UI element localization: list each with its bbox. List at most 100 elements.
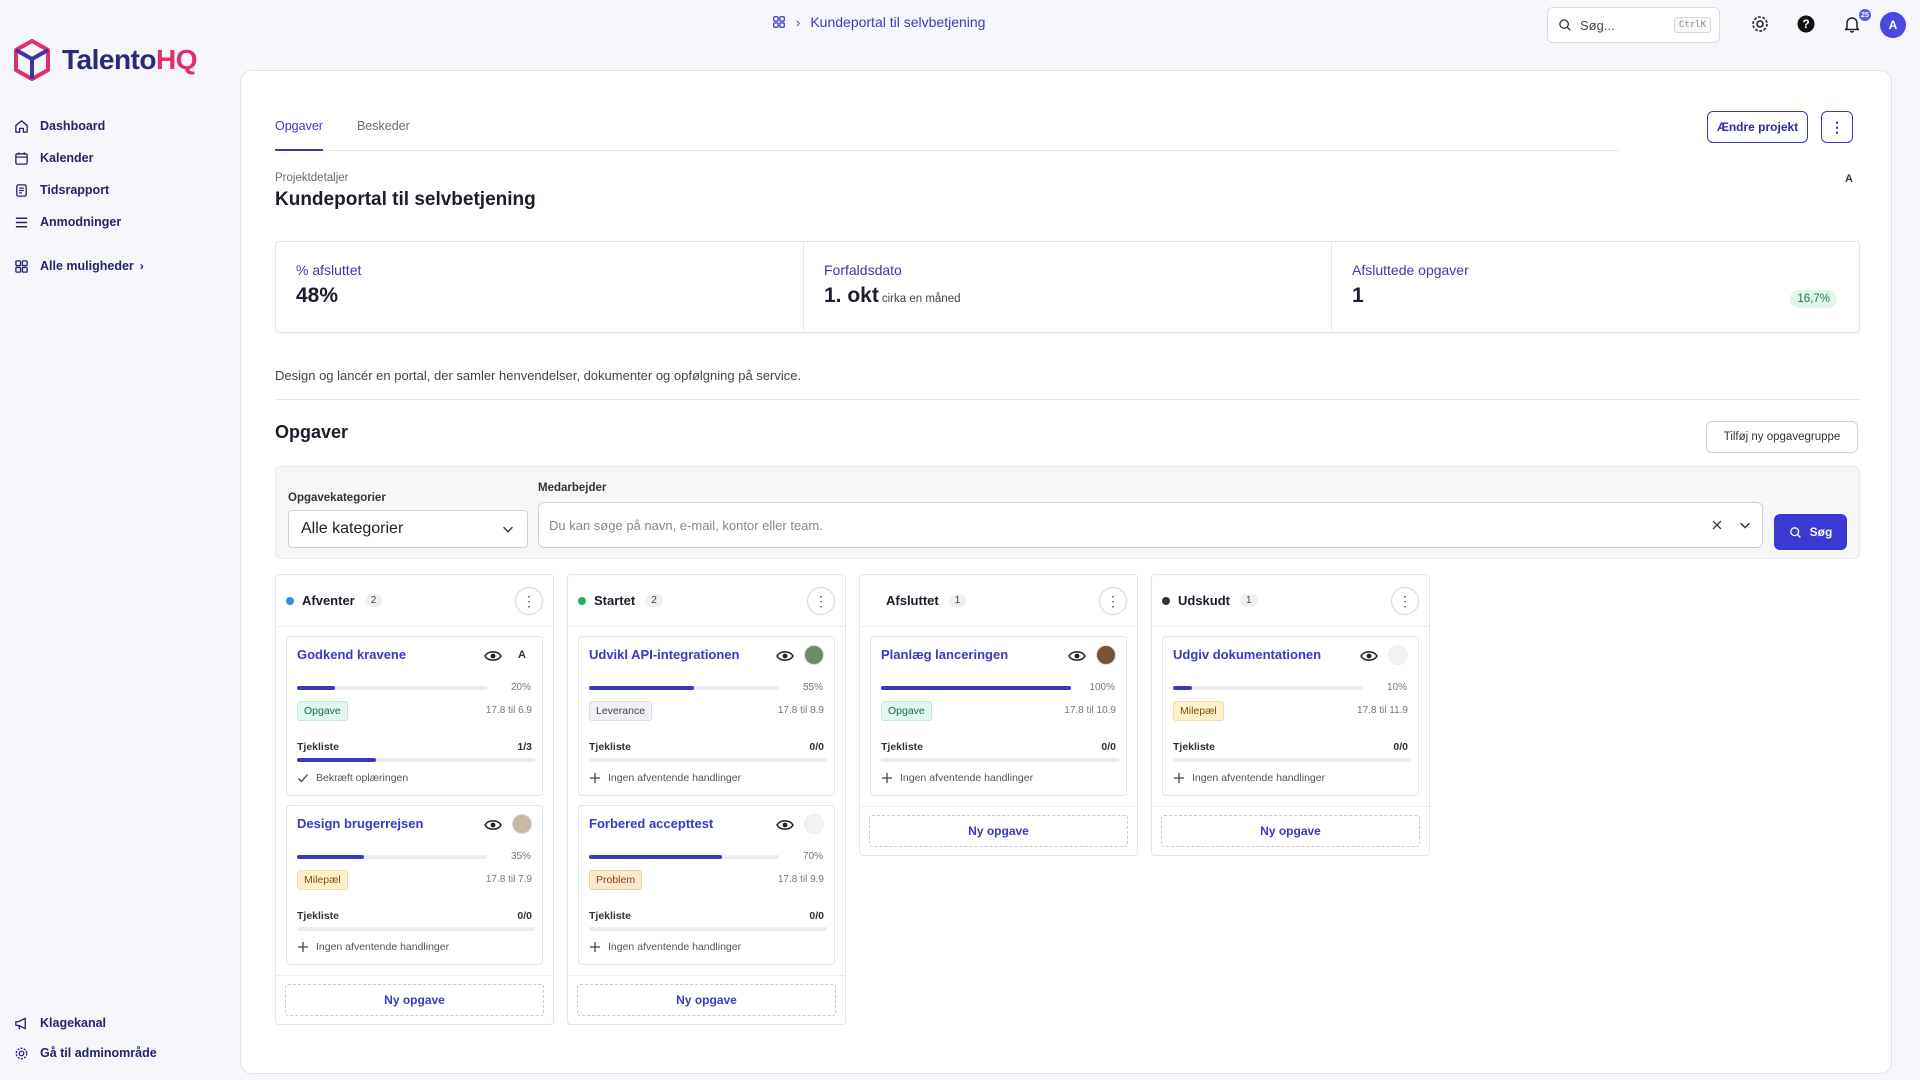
employee-placeholder: Du kan søge på navn, e-mail, kontor elle… <box>549 517 823 533</box>
new-task-button[interactable]: Ny opgave <box>285 984 544 1016</box>
megaphone-icon <box>15 1017 26 1029</box>
add-task-group-button[interactable]: Tilføj ny opgavegruppe <box>1706 421 1858 453</box>
stat-due-date: Forfaldsdato 1. okt cirka en måned <box>804 242 1332 332</box>
column-menu-button[interactable]: ⋮ <box>515 586 543 615</box>
eye-icon[interactable] <box>484 649 502 663</box>
stat-value: 48% <box>296 284 339 307</box>
assignee-avatar[interactable] <box>1388 645 1408 665</box>
eye-icon[interactable] <box>1068 649 1086 663</box>
sidebar-item-all-options[interactable]: Alle muligheder › <box>14 250 224 282</box>
sidebar-item-dashboard[interactable]: Dashboard <box>14 110 224 142</box>
checklist-item[interactable]: Ingen afventende handlinger <box>589 941 741 953</box>
user-avatar[interactable]: A <box>1880 12 1906 38</box>
task-card[interactable]: Planlæg lanceringen 100% Opgave 17.8 til 10… <box>870 636 1127 796</box>
column-title: Afsluttet <box>886 593 939 608</box>
task-card[interactable]: Godkend kravene A 20% Opgave 17.8 til 6.9 Tje… <box>286 636 543 796</box>
list-icon <box>15 217 28 227</box>
clear-icon[interactable] <box>1710 518 1724 532</box>
checklist-item[interactable]: Bekræft oplæringen <box>297 772 408 784</box>
checklist-item[interactable]: Ingen afventende handlinger <box>1173 772 1325 784</box>
eye-icon[interactable] <box>484 818 502 832</box>
tabs: Opgaver Beskeder <box>275 109 1619 151</box>
checklist-item[interactable]: Ingen afventende handlinger <box>297 941 449 953</box>
assignee-avatar[interactable] <box>804 814 824 834</box>
breadcrumb-separator: › <box>796 14 801 30</box>
task-progress: 10% <box>1173 682 1413 693</box>
chevron-down-icon <box>503 526 513 533</box>
new-task-button[interactable]: Ny opgave <box>869 815 1128 847</box>
sidebar-item-label: Alle muligheder <box>40 259 134 273</box>
sidebar-item-admin[interactable]: Gå til adminområde <box>14 1038 224 1068</box>
new-task-button[interactable]: Ny opgave <box>1161 815 1420 847</box>
assignee-photo-avatar[interactable] <box>512 814 532 834</box>
checklist-count: 1/3 <box>517 741 532 753</box>
stat-label: Forfaldsdato <box>824 262 902 278</box>
global-search[interactable]: Søg... CtrlK <box>1547 7 1720 43</box>
sidebar: TalentoHQ Dashboard Kalender Tidsrapport… <box>0 0 240 1080</box>
change-project-button[interactable]: Ændre projekt <box>1707 111 1808 143</box>
sidebar-item-tidsrapport[interactable]: Tidsrapport <box>14 174 224 206</box>
checklist-item[interactable]: Ingen afventende handlinger <box>881 772 1033 784</box>
task-card[interactable]: Design brugerrejsen 35% Milepæl 17.8 til 7.… <box>286 805 543 965</box>
sidebar-item-klagekanal[interactable]: Klagekanal <box>14 1008 224 1038</box>
brand-name: TalentoHQ <box>62 44 197 75</box>
column-menu-button[interactable]: ⋮ <box>807 586 835 615</box>
task-title[interactable]: Godkend kravene <box>297 647 407 662</box>
logo[interactable]: TalentoHQ <box>12 38 197 82</box>
status-badge: 16,7% <box>1790 290 1837 308</box>
column-menu-button[interactable]: ⋮ <box>1099 586 1127 615</box>
stat-value: 1. okt cirka en måned <box>824 284 961 307</box>
checklist-item-label: Bekræft oplæringen <box>316 772 409 784</box>
status-dot <box>578 596 586 605</box>
checklist-item[interactable]: Ingen afventende handlinger <box>589 772 741 784</box>
chevron-down-icon[interactable] <box>1738 518 1752 532</box>
eye-icon[interactable] <box>776 818 794 832</box>
task-title[interactable]: Forbered accepttest <box>589 816 714 831</box>
progress-label: 100% <box>1089 682 1115 693</box>
eye-icon[interactable] <box>776 649 794 663</box>
category-select[interactable]: Alle kategorier <box>288 510 528 548</box>
new-task-button[interactable]: Ny opgave <box>577 984 836 1016</box>
settings-icon[interactable] <box>1750 14 1770 34</box>
task-title[interactable]: Planlæg lanceringen <box>881 647 1009 662</box>
sidebar-item-anmodninger[interactable]: Anmodninger <box>14 206 224 238</box>
eye-icon[interactable] <box>1360 649 1378 663</box>
search-shortcut: CtrlK <box>1673 17 1711 33</box>
stat-done-tasks: Afsluttede opgaver 1 16,7% <box>1332 242 1859 332</box>
task-title[interactable]: Design brugerrejsen <box>297 816 424 831</box>
breadcrumb-current[interactable]: Kundeportal til selvbetjening <box>810 14 986 30</box>
stat-label: % afsluttet <box>296 262 362 278</box>
task-title[interactable]: Udvikl API-integrationen <box>589 647 740 662</box>
column-footer: Ny opgave <box>276 975 553 1024</box>
gear-icon <box>15 1047 28 1059</box>
tab-beskeder[interactable]: Beskeder <box>356 119 410 133</box>
column-header: Afsluttet 1 ⋮ <box>860 575 1137 627</box>
sidebar-item-kalender[interactable]: Kalender <box>14 142 224 174</box>
column-menu-button[interactable]: ⋮ <box>1391 586 1419 615</box>
checklist-label: Tjekliste <box>589 910 632 922</box>
task-card[interactable]: Udvikl API-integrationen 55% Leverance 17.8… <box>578 636 835 796</box>
tab-opgaver[interactable]: Opgaver <box>275 109 323 151</box>
project-details-label: Projektdetaljer <box>275 172 349 184</box>
plus-icon <box>298 942 308 952</box>
kanban-column: Startet 2 ⋮ Udvikl API-integrationen 55% Leve… <box>567 574 846 1025</box>
task-title[interactable]: Udgiv dokumentationen <box>1173 647 1322 662</box>
column-title: Startet <box>594 593 636 608</box>
assignee-photo-avatar[interactable] <box>804 645 824 665</box>
assignee-avatar[interactable]: A <box>518 649 526 661</box>
more-options-button[interactable]: ⋮ <box>1821 111 1853 143</box>
calendar-icon <box>15 151 28 165</box>
task-dates: 17.8 til 11.9 <box>1357 705 1408 716</box>
task-card[interactable]: Udgiv dokumentationen 10% Milepæl 17.8 til … <box>1162 636 1419 796</box>
bell-icon[interactable] <box>1842 14 1862 34</box>
grid-icon[interactable] <box>772 15 786 29</box>
checklist-count: 0/0 <box>1393 741 1408 753</box>
task-card[interactable]: Forbered accepttest 70% Problem 17.8 til 9.… <box>578 805 835 965</box>
task-type-tag: Milepæl <box>1173 701 1224 721</box>
notification-badge: 25 <box>1859 9 1871 21</box>
assignee-photo-avatar[interactable] <box>1096 645 1116 665</box>
kanban-column: Afventer 2 ⋮ Godkend kravene A 20% Opgave 17.8 … <box>275 574 554 1025</box>
search-button[interactable]: Søg <box>1774 514 1847 550</box>
employee-search-input[interactable]: Du kan søge på navn, e-mail, kontor elle… <box>538 502 1763 548</box>
help-icon[interactable]: ? <box>1796 14 1816 34</box>
